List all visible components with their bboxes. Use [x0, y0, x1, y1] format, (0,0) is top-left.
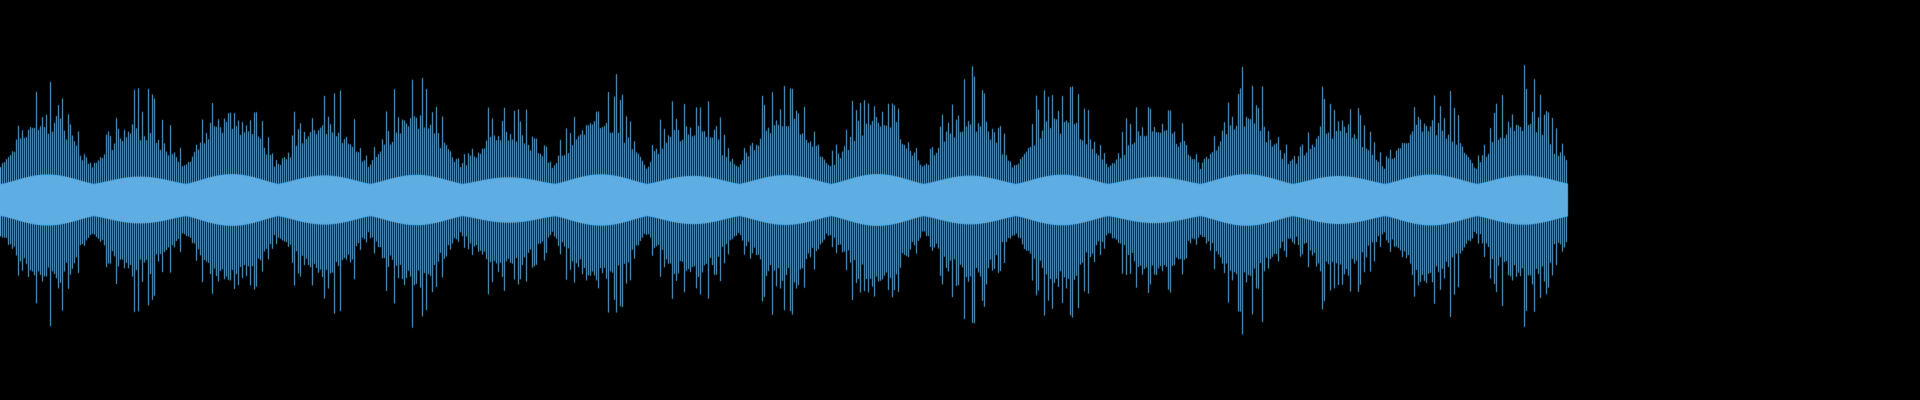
waveform-viewer[interactable]: Audio Waveform — [0, 0, 1920, 400]
audio-waveform-canvas[interactable] — [0, 0, 1920, 400]
